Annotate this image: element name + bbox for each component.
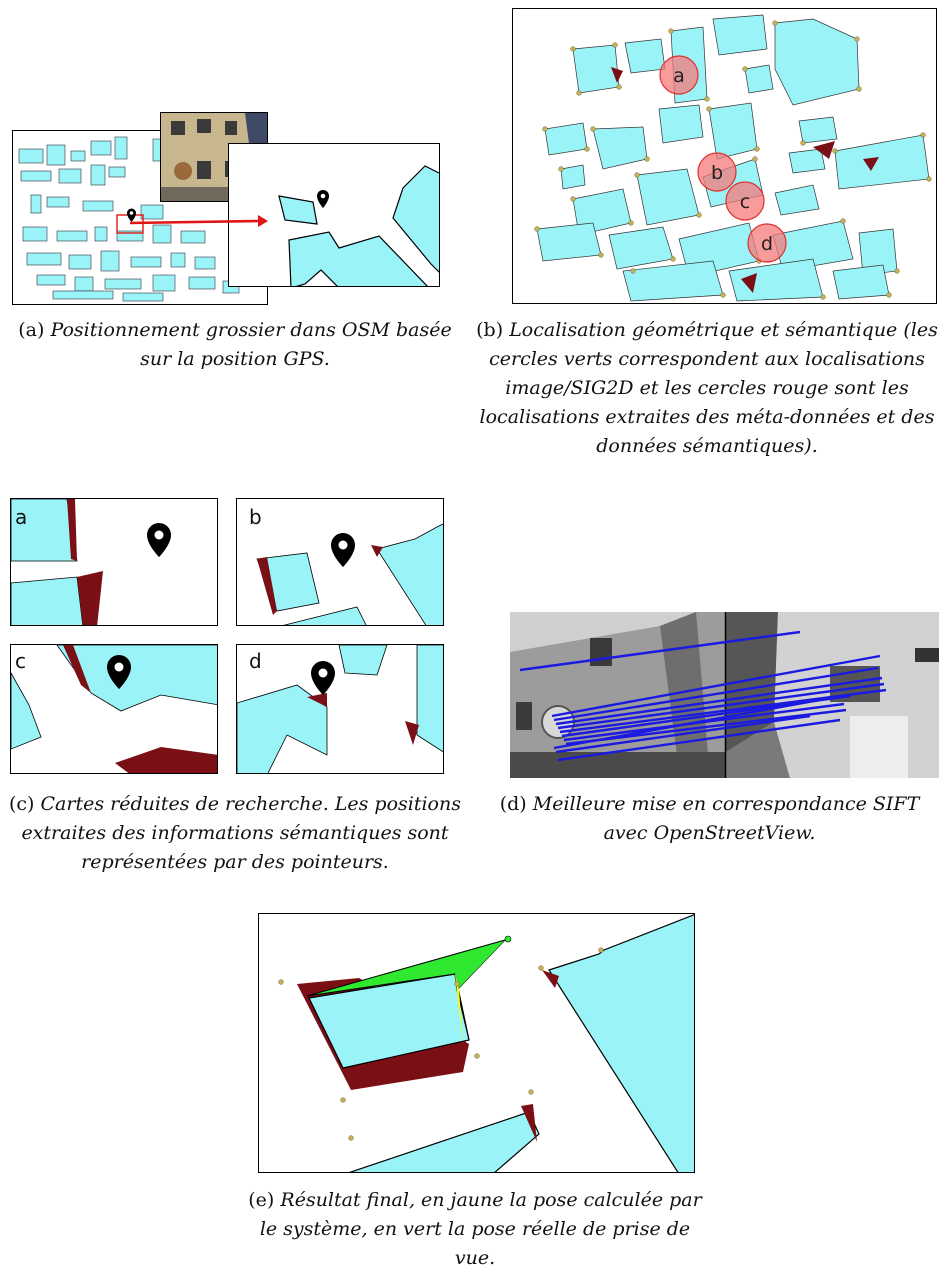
caption-d-text: Meilleure mise en correspondance SIFT av… bbox=[532, 793, 920, 844]
marker-label-d: d bbox=[761, 233, 773, 255]
caption-d: (d) Meilleure mise en correspondance SIF… bbox=[480, 790, 939, 848]
caption-b: (b) Localisation géométrique et sémantiq… bbox=[476, 316, 938, 461]
caption-c-text: Cartes réduites de recherche. Les positi… bbox=[21, 793, 461, 873]
semantic-pin-icon-b bbox=[331, 533, 355, 567]
zoom-arrow bbox=[129, 215, 268, 227]
localisation-map: a b c d bbox=[512, 8, 937, 304]
map-tag-d: d bbox=[249, 649, 262, 673]
marker-label-a: a bbox=[673, 65, 685, 87]
map-tag-b: b bbox=[249, 505, 262, 529]
reduced-map-b: b bbox=[236, 498, 444, 626]
marker-circle-c bbox=[725, 181, 765, 221]
reduced-map-d: d bbox=[236, 644, 444, 774]
marker-label-b: b bbox=[711, 162, 723, 184]
zoomed-map-drawing bbox=[278, 165, 439, 286]
figure-a: (a) Positionnement grossier dans OSM bas… bbox=[0, 0, 470, 390]
final-result-map bbox=[258, 913, 695, 1173]
marker-label-c: c bbox=[740, 191, 750, 213]
figure-c: a b c bbox=[0, 490, 470, 780]
marker-circle-b bbox=[697, 152, 737, 192]
vertex-markers bbox=[534, 20, 932, 300]
caption-e-label: (e) bbox=[248, 1189, 275, 1211]
marker-circle-d bbox=[747, 223, 787, 263]
sift-match-lines bbox=[519, 630, 887, 762]
reduced-map-a: a bbox=[10, 498, 218, 626]
semantic-pin-icon-c bbox=[107, 655, 131, 689]
caption-a: (a) Positionnement grossier dans OSM bas… bbox=[0, 316, 470, 374]
caption-c-label: (c) bbox=[8, 793, 35, 815]
figure-b: a b c d (b) Localisation géométrique et … bbox=[470, 0, 939, 470]
caption-b-text: Localisation géométrique et sémantique (… bbox=[479, 319, 938, 457]
semantic-pin-icon bbox=[147, 523, 171, 557]
location-pin-icon bbox=[317, 190, 329, 208]
caption-d-label: (d) bbox=[499, 793, 527, 815]
gps-pin-icon bbox=[127, 208, 136, 222]
final-result-drawing bbox=[278, 914, 694, 1172]
caption-e: (e) Résultat final, en jaune la pose cal… bbox=[240, 1186, 710, 1273]
reduced-map-c: c bbox=[10, 644, 218, 774]
localisation-map-drawing: a b c d bbox=[534, 14, 932, 302]
sift-matching-photo bbox=[510, 612, 939, 778]
map-tag-c: c bbox=[15, 649, 26, 673]
marker-circle-a bbox=[659, 55, 699, 95]
zoomed-map bbox=[228, 143, 440, 287]
figure-d bbox=[470, 600, 939, 820]
caption-c: (c) Cartes réduites de recherche. Les po… bbox=[0, 790, 470, 877]
semantic-pin-icon-d bbox=[311, 661, 335, 695]
map-tag-a: a bbox=[15, 505, 28, 529]
caption-b-label: (b) bbox=[476, 319, 504, 341]
caption-a-text: Positionnement grossier dans OSM basée s… bbox=[50, 319, 452, 370]
caption-a-label: (a) bbox=[18, 319, 45, 341]
caption-e-text: Résultat final, en jaune la pose calculé… bbox=[259, 1189, 702, 1269]
